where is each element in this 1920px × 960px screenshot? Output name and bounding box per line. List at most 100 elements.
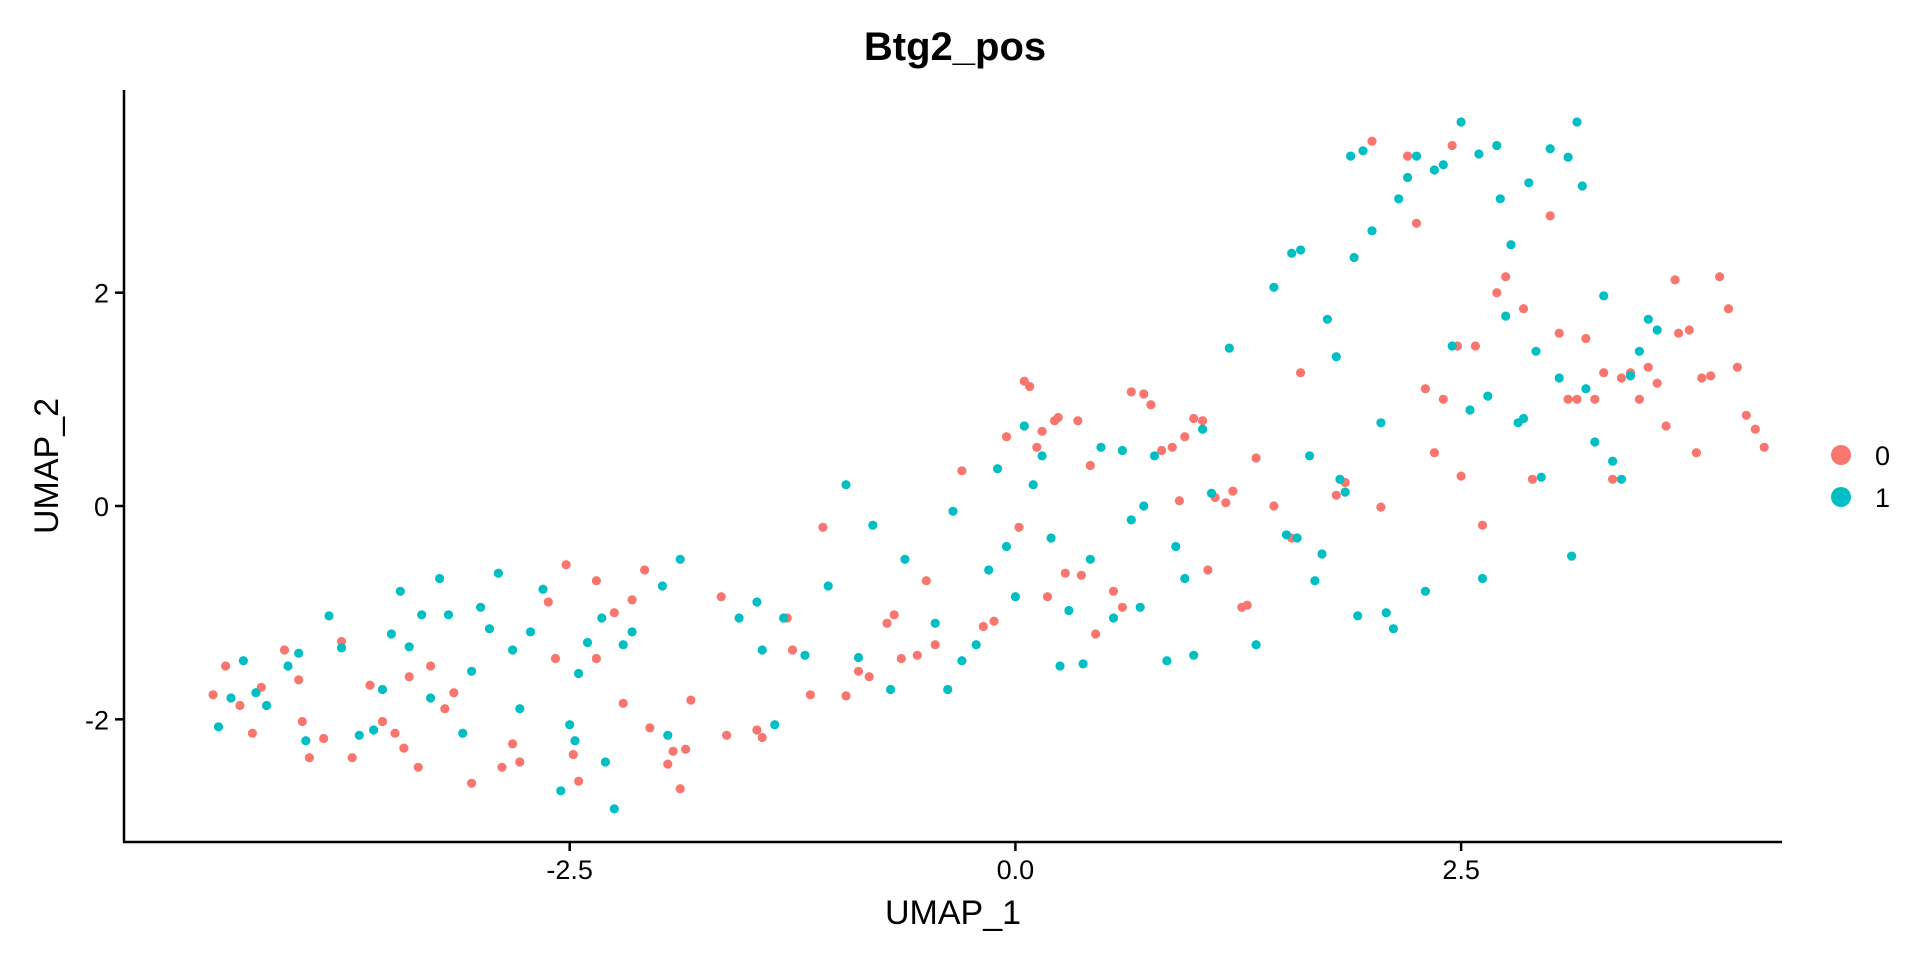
point-series-1-130: [1567, 551, 1577, 561]
point-series-0-105: [1438, 394, 1448, 404]
point-series-0-100: [1376, 502, 1386, 512]
point-series-1-74: [1126, 515, 1136, 525]
point-series-0-41: [686, 695, 696, 705]
point-series-1-114: [1465, 405, 1475, 415]
y-tick-label: -2: [85, 705, 109, 735]
point-series-0-121: [1599, 368, 1609, 378]
point-series-1-125: [1531, 346, 1541, 356]
point-series-0-14: [390, 728, 400, 738]
legend-label-1: 1: [1875, 483, 1890, 513]
point-series-1-69: [1078, 659, 1088, 669]
point-series-0-18: [426, 661, 436, 671]
point-series-0-110: [1477, 520, 1488, 530]
point-series-1-22: [476, 602, 486, 612]
point-series-1-89: [1292, 533, 1302, 543]
points-layer: [208, 117, 1769, 814]
point-series-0-134: [1706, 371, 1716, 381]
point-series-0-101: [1403, 151, 1413, 161]
point-series-0-83: [1174, 496, 1184, 506]
point-series-0-8: [304, 753, 314, 763]
point-series-1-0: [213, 722, 224, 732]
point-series-0-3: [247, 728, 257, 738]
point-series-1-108: [1411, 151, 1422, 161]
point-series-1-21: [467, 666, 477, 676]
point-series-1-29: [556, 786, 566, 796]
point-series-1-104: [1381, 608, 1391, 618]
point-series-0-66: [1032, 442, 1042, 452]
point-series-1-140: [1643, 314, 1653, 324]
point-series-0-56: [912, 650, 922, 660]
point-series-0-23: [507, 739, 518, 749]
point-series-1-54: [930, 618, 940, 628]
point-series-0-122: [1608, 474, 1618, 484]
point-series-0-63: [1014, 522, 1024, 532]
point-series-0-58: [930, 640, 940, 650]
point-series-0-13: [377, 716, 388, 727]
point-series-0-52: [864, 672, 874, 682]
point-series-0-19: [440, 704, 450, 714]
point-series-0-132: [1691, 448, 1701, 458]
point-series-1-82: [1198, 424, 1208, 434]
point-series-1-68: [1064, 605, 1074, 616]
point-series-0-26: [550, 653, 561, 664]
point-series-0-6: [294, 675, 304, 685]
point-series-1-8: [324, 611, 334, 621]
point-series-1-94: [1322, 314, 1332, 324]
point-series-1-14: [395, 586, 405, 596]
point-series-1-99: [1349, 252, 1359, 263]
point-series-0-43: [722, 730, 732, 740]
point-series-0-59: [957, 466, 967, 476]
point-series-1-44: [757, 645, 767, 655]
point-series-1-102: [1367, 226, 1377, 236]
point-series-1-101: [1358, 146, 1368, 156]
point-series-0-33: [618, 698, 628, 708]
point-series-1-139: [1634, 346, 1644, 356]
point-series-1-61: [1001, 541, 1012, 552]
point-series-0-45: [757, 732, 767, 743]
x-tick-label: 2.5: [1442, 855, 1480, 885]
point-series-0-104: [1429, 448, 1439, 458]
point-series-0-117: [1563, 394, 1573, 404]
point-series-0-136: [1723, 304, 1734, 314]
point-series-0-138: [1741, 410, 1751, 420]
point-series-0-71: [1060, 568, 1070, 578]
point-series-0-16: [404, 672, 414, 682]
point-series-1-9: [336, 643, 347, 653]
point-series-0-120: [1590, 394, 1600, 404]
point-series-1-141: [1652, 325, 1662, 335]
point-series-1-13: [386, 629, 396, 639]
point-series-1-11: [369, 725, 379, 735]
point-series-1-49: [841, 480, 851, 490]
point-series-1-100: [1353, 611, 1363, 621]
point-series-1-12: [377, 684, 388, 695]
point-series-1-66: [1046, 533, 1056, 543]
point-series-1-3: [251, 688, 261, 698]
point-series-1-45: [770, 720, 780, 730]
point-series-0-133: [1697, 373, 1707, 383]
point-series-1-113: [1456, 117, 1466, 127]
x-tick-label: 0.0: [997, 855, 1035, 885]
point-series-0-1: [221, 661, 231, 671]
point-series-1-85: [1251, 640, 1261, 650]
point-series-1-51: [868, 520, 878, 530]
point-series-1-67: [1055, 661, 1065, 671]
point-series-1-64: [1028, 480, 1038, 490]
point-series-1-87: [1281, 530, 1291, 540]
point-series-1-34: [597, 613, 607, 623]
point-series-1-97: [1340, 487, 1350, 497]
point-series-1-132: [1577, 181, 1587, 191]
point-series-0-31: [591, 653, 602, 664]
point-series-1-120: [1501, 311, 1511, 321]
point-series-1-63: [1019, 421, 1029, 431]
point-series-1-126: [1536, 472, 1546, 482]
point-series-0-60: [978, 621, 988, 632]
point-series-1-112: [1447, 341, 1457, 351]
point-series-0-90: [1228, 486, 1238, 496]
point-series-0-39: [675, 784, 685, 794]
point-series-0-116: [1554, 328, 1564, 338]
point-series-1-38: [627, 627, 637, 637]
point-series-1-65: [1037, 451, 1047, 461]
point-series-1-47: [800, 650, 810, 660]
point-series-0-36: [645, 723, 655, 733]
chart-title: Btg2_pos: [864, 25, 1046, 69]
